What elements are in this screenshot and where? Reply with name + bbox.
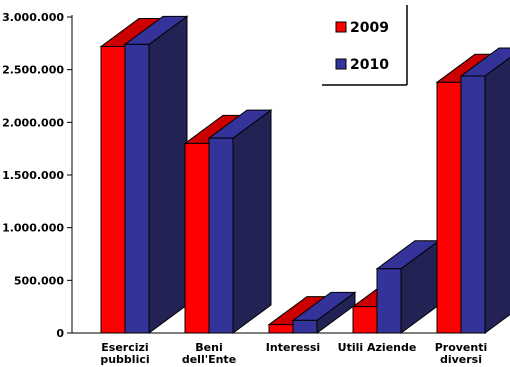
bar-front (292, 319, 318, 334)
bar-2010-2 (291, 291, 357, 334)
x-tick-label: Proventi (435, 341, 488, 354)
plot-area (99, 15, 510, 334)
x-tick-label: pubblici (100, 353, 149, 366)
y-tick-label: 2.500.000 (2, 64, 64, 77)
x-tick-label: Esercizi (101, 341, 148, 354)
bar-side (148, 15, 188, 334)
bar-front (460, 75, 486, 334)
bar-side (484, 56, 510, 334)
bar-2010-1 (207, 109, 273, 334)
y-tick-label: 1.500.000 (2, 169, 64, 182)
bar-front (376, 268, 402, 334)
bar-front (124, 43, 150, 334)
y-tick-label: 500.000 (14, 274, 64, 287)
bar-front (352, 306, 378, 334)
legend-swatch-2010 (335, 58, 347, 70)
bar-front (184, 142, 210, 334)
y-tick-label: 3.000.000 (2, 11, 64, 24)
x-tick-label: Beni (195, 341, 222, 354)
legend-swatch-2009 (335, 21, 347, 33)
x-tick-label: Utili Aziende (338, 341, 417, 354)
bar-front (268, 324, 294, 334)
legend: 2009 2010 (322, 5, 408, 86)
y-tick-label: 2.000.000 (2, 116, 64, 129)
bar-2010-4 (459, 47, 510, 334)
y-tick-label: 0 (56, 327, 64, 340)
x-tick-label: Interessi (266, 341, 320, 354)
bar-side (232, 109, 272, 334)
y-axis: 0 500.000 1.000.000 1.500.000 2.000.000 2.500… (2, 11, 73, 340)
bar-front (208, 137, 234, 334)
bar-front (436, 81, 462, 334)
bar-2010-0 (123, 15, 189, 334)
y-tick-label: 1.000.000 (2, 222, 64, 235)
bar-2010-3 (375, 239, 441, 334)
bar-front (100, 45, 126, 334)
legend-label-2010: 2010 (350, 57, 389, 73)
x-tick-label: dell'Ente (182, 353, 236, 366)
legend-label-2009: 2009 (350, 20, 389, 36)
x-tick-label: diversi (440, 353, 482, 366)
